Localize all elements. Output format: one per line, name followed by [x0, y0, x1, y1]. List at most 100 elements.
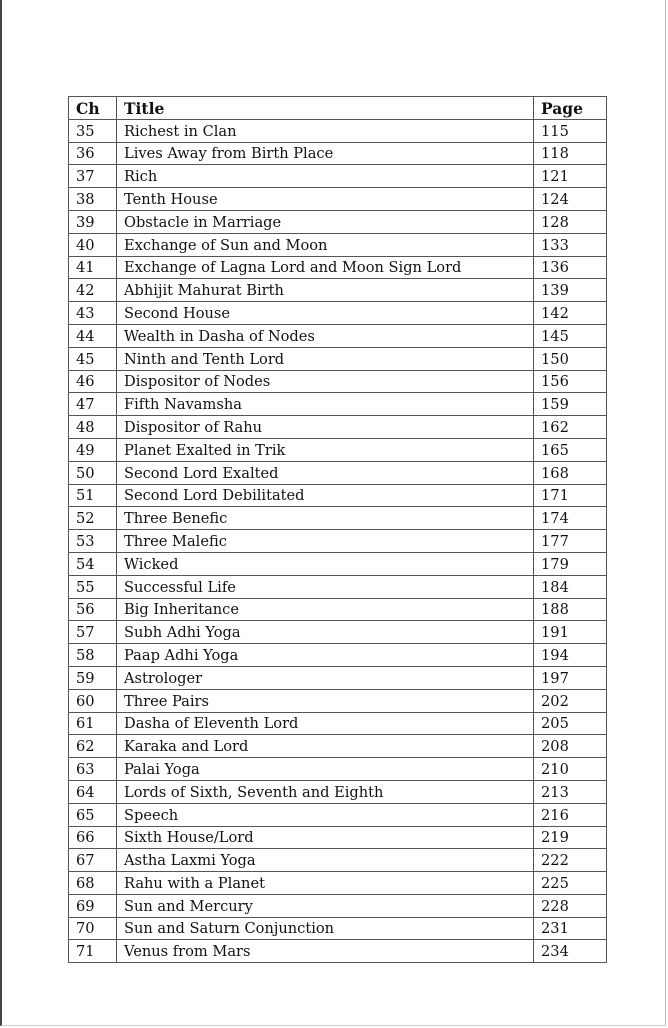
page-number: 162: [533, 415, 607, 439]
chapter-number: 45: [68, 346, 117, 371]
page-number: 159: [533, 392, 607, 417]
page-number: 136: [533, 255, 607, 280]
chapter-title: Three Pairs: [116, 688, 534, 713]
chapter-title: Planet Exalted in Trik: [116, 437, 534, 462]
table-row: 54 Wicked 179: [68, 551, 607, 576]
page-number: 121: [533, 164, 607, 189]
table-row: 63 Palai Yoga 210: [68, 757, 607, 781]
chapter-number: 53: [68, 529, 117, 553]
chapter-title: Second House: [116, 301, 534, 325]
table-row: 49 Planet Exalted in Trik 165: [68, 437, 607, 462]
chapter-title: Three Malefic: [116, 529, 534, 553]
chapter-title: Three Benefic: [116, 506, 534, 531]
page-number: 171: [533, 483, 607, 508]
chapter-title: Dispositor of Rahu: [116, 415, 534, 439]
table-row: 41 Exchange of Lagna Lord and Moon Sign L…: [68, 255, 607, 280]
page-number: 168: [533, 460, 607, 485]
chapter-title: Speech: [116, 802, 534, 827]
table-row: 71 Venus from Mars 234: [68, 939, 607, 964]
page-number: 115: [533, 118, 607, 143]
page-number: 231: [533, 916, 607, 941]
table-row: 47 Fifth Navamsha 159: [68, 392, 607, 417]
table-row: 64 Lords of Sixth, Seventh and Eighth 213: [68, 779, 607, 804]
page-number: 177: [533, 529, 607, 553]
table-row: 68 Rahu with a Planet 225: [68, 871, 607, 895]
page-number: 202: [533, 688, 607, 713]
chapter-title: Sixth House/Lord: [116, 825, 534, 850]
chapter-title: Fifth Navamsha: [116, 392, 534, 417]
chapter-number: 41: [68, 255, 117, 280]
table-row: 38 Tenth House 124: [68, 187, 607, 211]
chapter-number: 38: [68, 187, 117, 211]
table-row: 43 Second House 142: [68, 301, 607, 325]
chapter-title: Lives Away from Birth Place: [116, 141, 534, 166]
chapter-number: 44: [68, 323, 117, 348]
page-number: 142: [533, 301, 607, 325]
chapter-number: 66: [68, 825, 117, 850]
chapter-title: Lords of Sixth, Seventh and Eighth: [116, 779, 534, 804]
chapter-number: 64: [68, 779, 117, 804]
table-row: 65 Speech 216: [68, 802, 607, 827]
chapter-title: Rich: [116, 164, 534, 189]
chapter-title: Subh Adhi Yoga: [116, 620, 534, 645]
table-row: 67 Astha Laxmi Yoga 222: [68, 848, 607, 873]
page-number: 213: [533, 779, 607, 804]
header-row: Ch Title Page: [68, 96, 607, 120]
chapter-title: Obstacle in Marriage: [116, 209, 534, 234]
chapter-number: 67: [68, 848, 117, 873]
table-row: 57 Subh Adhi Yoga 191: [68, 620, 607, 645]
table-row: 48 Dispositor of Rahu 162: [68, 415, 607, 439]
table-row: 58 Paap Adhi Yoga 194: [68, 643, 607, 667]
table-row: 60 Three Pairs 202: [68, 688, 607, 713]
chapter-title: Astha Laxmi Yoga: [116, 848, 534, 873]
page-number: 234: [533, 939, 607, 964]
table-row: 44 Wealth in Dasha of Nodes 145: [68, 323, 607, 348]
table-row: 36 Lives Away from Birth Place 118: [68, 141, 607, 166]
page-number: 150: [533, 346, 607, 371]
header-ch: Ch: [68, 96, 117, 120]
chapter-title: Dasha of Eleventh Lord: [116, 711, 534, 736]
page-number: 208: [533, 734, 607, 759]
chapter-number: 48: [68, 415, 117, 439]
table-row: 53 Three Malefic 177: [68, 529, 607, 553]
chapter-number: 50: [68, 460, 117, 485]
page-number: 139: [533, 278, 607, 303]
chapter-title: Successful Life: [116, 574, 534, 599]
page-number: 133: [533, 232, 607, 257]
table-row: 62 Karaka and Lord 208: [68, 734, 607, 759]
table-row: 51 Second Lord Debilitated 171: [68, 483, 607, 508]
chapter-number: 63: [68, 757, 117, 781]
table-row: 39 Obstacle in Marriage 128: [68, 209, 607, 234]
table-row: 56 Big Inheritance 188: [68, 597, 607, 622]
chapter-number: 54: [68, 551, 117, 576]
table-row: 50 Second Lord Exalted 168: [68, 460, 607, 485]
page-number: 205: [533, 711, 607, 736]
chapter-number: 40: [68, 232, 117, 257]
chapter-number: 47: [68, 392, 117, 417]
page-number: 228: [533, 893, 607, 918]
chapter-title: Second Lord Debilitated: [116, 483, 534, 508]
chapter-title: Tenth House: [116, 187, 534, 211]
table-row: 35 Richest in Clan 115: [68, 118, 607, 143]
page-number: 145: [533, 323, 607, 348]
chapter-title: Exchange of Sun and Moon: [116, 232, 534, 257]
page-number: 191: [533, 620, 607, 645]
chapter-number: 46: [68, 369, 117, 394]
chapter-number: 57: [68, 620, 117, 645]
chapter-number: 70: [68, 916, 117, 941]
table-row: 70 Sun and Saturn Conjunction 231: [68, 916, 607, 941]
contents-table: Ch Title Page 35 Richest in Clan 115 36 Live…: [68, 96, 607, 964]
table-row: 59 Astrologer 197: [68, 665, 607, 690]
chapter-number: 68: [68, 871, 117, 895]
page-number: 184: [533, 574, 607, 599]
chapter-title: Karaka and Lord: [116, 734, 534, 759]
chapter-title: Exchange of Lagna Lord and Moon Sign Lor…: [116, 255, 534, 280]
chapter-number: 60: [68, 688, 117, 713]
table-row: 55 Successful Life 184: [68, 574, 607, 599]
page-number: 174: [533, 506, 607, 531]
chapter-title: Wicked: [116, 551, 534, 576]
chapter-title: Sun and Mercury: [116, 893, 534, 918]
chapter-number: 49: [68, 437, 117, 462]
chapter-number: 69: [68, 893, 117, 918]
